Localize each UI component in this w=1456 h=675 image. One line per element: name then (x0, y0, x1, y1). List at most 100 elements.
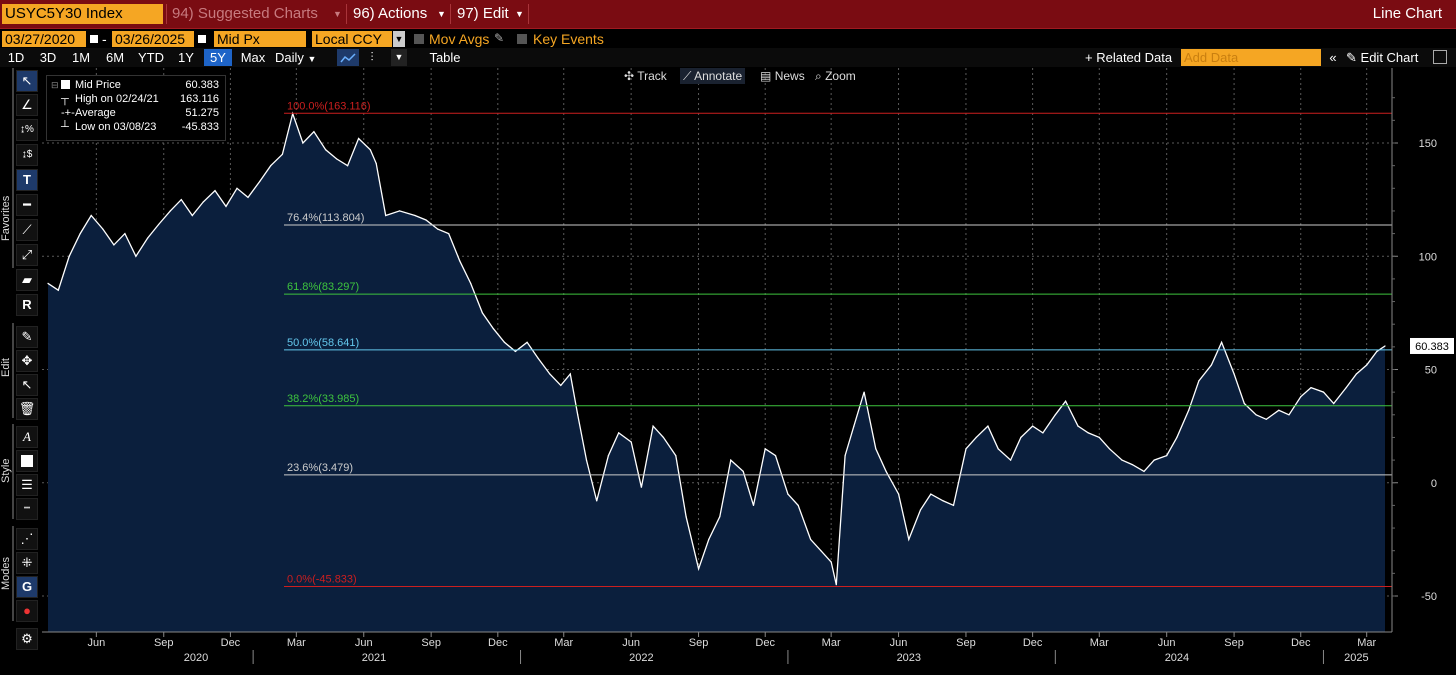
cursor-icon[interactable]: ↖ (16, 70, 38, 92)
price-chart[interactable]: 100.0%(163.116) 76.4%(113.804) 61.8%(83.29… (42, 68, 1456, 668)
x-month-label: Dec (755, 637, 775, 649)
range-toolbar: 1D 3D 1M 6M YTD 1Y 5Y Max Daily ▼ ⫶ ▼ Ta… (0, 48, 1456, 67)
high-marker-icon: ┬ (61, 93, 69, 105)
data-point (708, 538, 710, 540)
data-point (730, 459, 732, 461)
collapse-icon[interactable]: ⊟ (51, 80, 59, 90)
range-5y[interactable]: 5Y (204, 49, 232, 66)
x-month-label: Mar (287, 637, 306, 649)
pencil-icon[interactable]: ✎ (494, 31, 505, 45)
crosshair-icon[interactable]: ⋰ (16, 528, 38, 550)
chevron-down-icon[interactable]: ▼ (437, 9, 446, 19)
edit-button[interactable]: 97) Edit (457, 5, 509, 22)
font-icon[interactable]: A (16, 426, 38, 448)
data-point (1310, 387, 1312, 389)
table-button[interactable]: Table (429, 50, 461, 65)
pencil-icon[interactable]: ✎ (16, 326, 38, 348)
regression-icon[interactable]: R (16, 294, 38, 316)
ticker-input[interactable]: USYC5Y30 Index (2, 4, 163, 24)
last-value-badge (1410, 337, 1454, 354)
currency-select[interactable]: Local CCY (312, 31, 392, 47)
periodicity-select[interactable]: Daily ▼ (275, 49, 331, 66)
zoom-button[interactable]: ⌕ Zoom (815, 68, 856, 84)
line-tool-icon[interactable]: ∠ (16, 94, 38, 116)
snap-icon[interactable]: ⁜ (16, 552, 38, 574)
add-data-input[interactable]: Add Data (1181, 49, 1321, 66)
dollar-tool-icon[interactable]: ↨$ (16, 144, 38, 166)
news-button[interactable]: ▤ News (760, 68, 805, 84)
line-style-icon[interactable]: ┅ (16, 498, 38, 520)
data-point (302, 142, 304, 144)
y-tick-label: 150 (1419, 138, 1437, 150)
start-date-input[interactable]: 03/27/2020 (2, 31, 86, 47)
data-point (214, 190, 216, 192)
line-weight-icon[interactable]: ☰ (16, 474, 38, 496)
mov-avgs-checkbox[interactable] (414, 34, 424, 44)
series-swatch (61, 80, 70, 89)
fib-level-label: 61.8%(83.297) (287, 281, 359, 293)
line-chart-icon[interactable] (337, 49, 359, 66)
chevron-down-icon[interactable]: ▼ (393, 31, 405, 47)
trend-line-icon[interactable]: ⟋ (16, 219, 38, 241)
percent-tool-icon[interactable]: ↨% (16, 119, 38, 141)
bar-chart-icon[interactable]: ⫶ (370, 50, 374, 64)
channel-icon[interactable]: ▰ (16, 269, 38, 291)
calendar-icon[interactable] (197, 34, 207, 44)
ray-icon[interactable]: ⤢ (16, 244, 38, 266)
chevron-down-icon[interactable]: ▼ (515, 9, 524, 19)
calendar-icon[interactable] (89, 34, 99, 44)
range-ytd[interactable]: YTD (138, 50, 164, 65)
suggested-charts-button[interactable]: 94) Suggested Charts (172, 5, 318, 22)
move-icon[interactable]: ✥ (16, 350, 38, 372)
chevron-down-icon[interactable]: ▼ (333, 9, 342, 19)
maximize-icon[interactable] (1433, 50, 1447, 64)
collapse-icon[interactable]: « (1329, 50, 1337, 65)
trash-icon[interactable]: 🗑 (16, 398, 38, 420)
color-icon[interactable] (16, 450, 38, 472)
data-point (853, 425, 855, 427)
select-add-icon[interactable]: ↖ (16, 374, 38, 396)
data-point (369, 149, 371, 151)
data-point (259, 180, 261, 183)
data-point (652, 425, 654, 427)
end-date-input[interactable]: 03/26/2025 (112, 31, 194, 47)
zoom-icon: ⌕ (815, 69, 822, 83)
related-data-button[interactable]: + Related Data (1085, 50, 1173, 65)
legend-low-value: -45.833 (181, 121, 219, 133)
palette-icon[interactable]: ● (16, 600, 38, 622)
range-3d[interactable]: 3D (39, 50, 57, 65)
x-year-label: 2025 (1344, 652, 1368, 664)
track-button[interactable]: ✣ Track (624, 68, 667, 84)
range-6m[interactable]: 6M (105, 50, 125, 65)
data-point (1087, 432, 1089, 434)
data-point (169, 210, 171, 212)
gear-icon[interactable]: ⚙ (16, 628, 38, 650)
data-point (560, 384, 562, 386)
text-tool-icon[interactable]: T (16, 169, 38, 191)
range-1m[interactable]: 1M (71, 50, 91, 65)
range-1y[interactable]: 1Y (178, 50, 194, 65)
horizontal-line-icon[interactable]: ━ (16, 194, 38, 216)
key-events-label[interactable]: Key Events (533, 31, 604, 47)
data-point (1278, 409, 1280, 411)
key-events-checkbox[interactable] (517, 34, 527, 44)
data-point (1153, 459, 1155, 461)
data-point (618, 432, 620, 434)
edit-chart-button[interactable]: ✎ Edit Chart (1346, 49, 1428, 66)
x-month-label: Jun (87, 637, 105, 649)
data-point (459, 260, 461, 262)
data-point (1131, 464, 1133, 466)
range-1d[interactable]: 1D (7, 50, 25, 65)
magnet-icon[interactable]: G (16, 576, 38, 598)
field-select[interactable]: Mid Px (214, 31, 306, 47)
actions-button[interactable]: 96) Actions (353, 5, 428, 22)
range-max[interactable]: Max (240, 50, 266, 65)
data-point (987, 425, 989, 427)
legend-high-label: High on 02/24/21 (75, 93, 159, 105)
legend-high-value: 163.116 (180, 93, 219, 105)
chevron-down-icon[interactable]: ▼ (391, 49, 407, 66)
data-point (1098, 436, 1100, 438)
annotate-button[interactable]: ⟋ Annotate (680, 68, 746, 84)
mov-avgs-label[interactable]: Mov Avgs (429, 31, 490, 47)
legend-low-label: Low on 03/08/23 (75, 121, 157, 133)
